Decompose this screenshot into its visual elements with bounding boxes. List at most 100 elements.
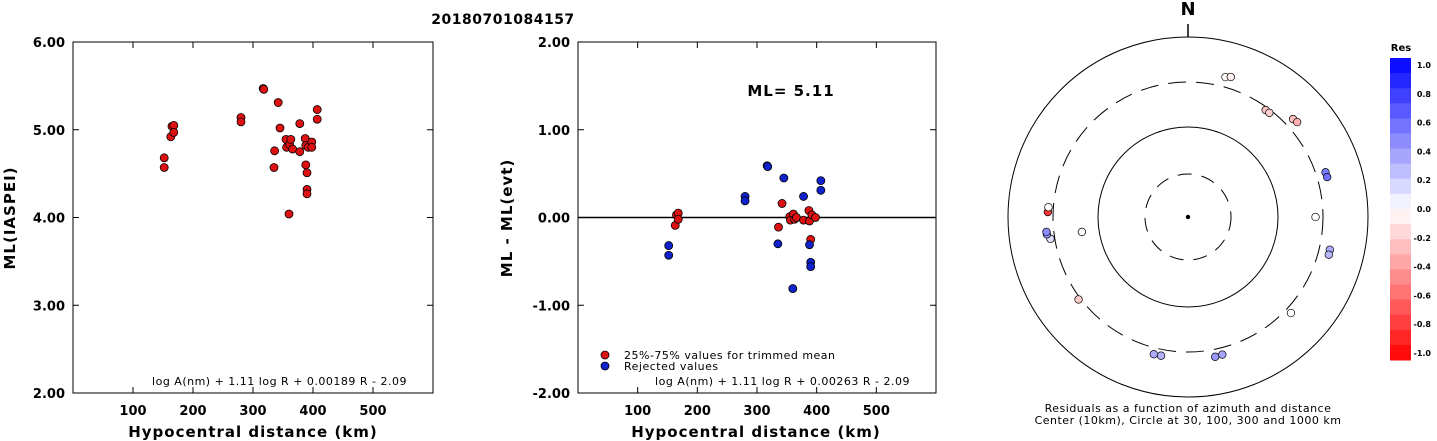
residual-point [1286,308,1296,318]
rejected-point [805,240,814,250]
colorbar-tick-label: 0.0 [1417,205,1432,214]
data-point [275,123,285,133]
colorbar-swatch [1390,103,1411,119]
data-point [169,127,179,137]
colorbar-tick-label: 0.4 [1417,147,1432,156]
data-point [302,189,312,199]
y-tick-label-2: 0.00 [538,212,570,227]
data-point [259,84,269,94]
residual-point [1226,72,1235,82]
rejected-point [816,185,826,195]
residual-point [1211,352,1220,361]
polar-caption-1: Residuals as a function of azimuth and d… [1045,402,1332,415]
colorbar-swatch [1390,88,1411,104]
x-tick-label-1: 200 [179,404,206,419]
residual-point [1323,172,1332,182]
x-tick-label-1: 400 [299,404,326,419]
colorbar-swatch [1390,299,1411,316]
circle-100km [1097,126,1279,308]
ylabel-1: ML(IASPEI) [1,166,19,269]
y-tick-label-2: 1.00 [538,124,570,139]
residual-point [1292,117,1302,127]
data-point [301,160,311,170]
ml-iaspei-panel: 100 200 300 400 500 2.00 3.00 4.00 5.00 6.00 ML(I… [1,36,434,441]
circle-300km [1052,81,1324,353]
x-tick-label-1: 100 [119,404,146,419]
colorbar-tick-label: -1.0 [1414,349,1432,358]
residual-point [1042,227,1051,237]
residual-point [1265,108,1274,117]
trimmed-point [777,199,787,208]
legend-label-trimmed: 25%-75% values for trimmed mean [624,349,836,362]
colorbar-swatch [1390,269,1411,285]
rejected-point [779,173,789,183]
data-point [273,98,283,107]
data-point [284,209,294,219]
data-point [312,105,322,114]
colorbar-tick-label: 0.6 [1417,119,1432,128]
data-point [312,114,322,124]
residual-point [1311,212,1320,222]
x-tick-label-1: 300 [239,404,266,419]
colorbar-swatch [1390,239,1411,255]
ml-annotation: ML= 5.11 [747,82,834,100]
y-tick-label-2: 2.00 [538,36,570,51]
data-point [269,163,279,172]
colorbar-swatch [1390,284,1411,301]
data-point [159,163,169,172]
colorbar-title: Res [1391,43,1411,54]
colorbar-swatch [1390,118,1411,134]
colorbar-tick-label: -0.6 [1414,291,1432,300]
north-label: N [1180,0,1195,20]
residual-colorbar: Res 1.0 0.8 0.6 0.4 0.2 0.0 -0.2 -0.4 -0.6 -0.8 -1… [1390,43,1431,361]
y-tick-label-1: 5.00 [33,124,65,139]
colorbar-tick-label: -0.8 [1414,320,1432,329]
polar-caption-2: Center (10km), Circle at 30, 100, 300 an… [1035,414,1342,427]
x-tick-label-2: 500 [863,404,890,419]
colorbar-swatch [1390,58,1411,74]
y-tick-label-2: -1.00 [533,299,570,314]
formula-1: log A(nm) + 1.11 log R + 0.00189 R - 2.0… [152,375,407,388]
colorbar-swatch [1390,329,1411,346]
ml-residual-panel: 100 200 300 400 500 -2.00 -1.00 0.00 1.00 2.00 ML… [498,36,937,441]
rejected-point [816,176,826,186]
colorbar-swatch [1390,163,1411,180]
colorbar-swatch [1390,314,1411,331]
circle-30km [1144,173,1232,261]
rejected-point [664,241,674,250]
data-point [286,135,296,144]
data-point [288,144,298,154]
rejected-point [788,284,798,293]
plot-area-1 [72,41,434,394]
legend-marker-trimmed [600,350,610,360]
residual-point [1044,203,1053,212]
xlabel-1: Hypocentral distance (km) [128,423,378,441]
rejected-point [763,162,773,172]
residual-point [1324,250,1333,259]
data-point [270,146,280,156]
colorbar-swatch [1390,344,1411,361]
data-point [302,168,312,178]
azimuth-residual-panel: N Residuals as a function of azimuth and… [1007,0,1369,427]
y-tick-label-1: 4.00 [33,212,65,227]
data-point [159,153,169,163]
colorbar-swatch [1390,73,1411,89]
data-point [295,119,305,129]
figure-title: 20180701084157 [431,12,574,28]
x-tick-label-2: 200 [684,404,711,419]
center-dot [1185,214,1191,220]
colorbar-swatch [1390,148,1411,165]
trimmed-point [811,213,820,222]
y-tick-label-1: 3.00 [33,299,65,314]
x-tick-label-2: 400 [803,404,830,419]
rejected-point [806,262,816,272]
rejected-point [773,239,783,249]
residual-point [1156,351,1166,360]
colorbar-swatch [1390,133,1411,150]
data-point [236,117,246,127]
y-tick-label-1: 6.00 [33,36,65,51]
y-tick-label-2: -2.00 [533,387,570,402]
rejected-point [799,192,808,201]
rejected-point [664,250,674,260]
